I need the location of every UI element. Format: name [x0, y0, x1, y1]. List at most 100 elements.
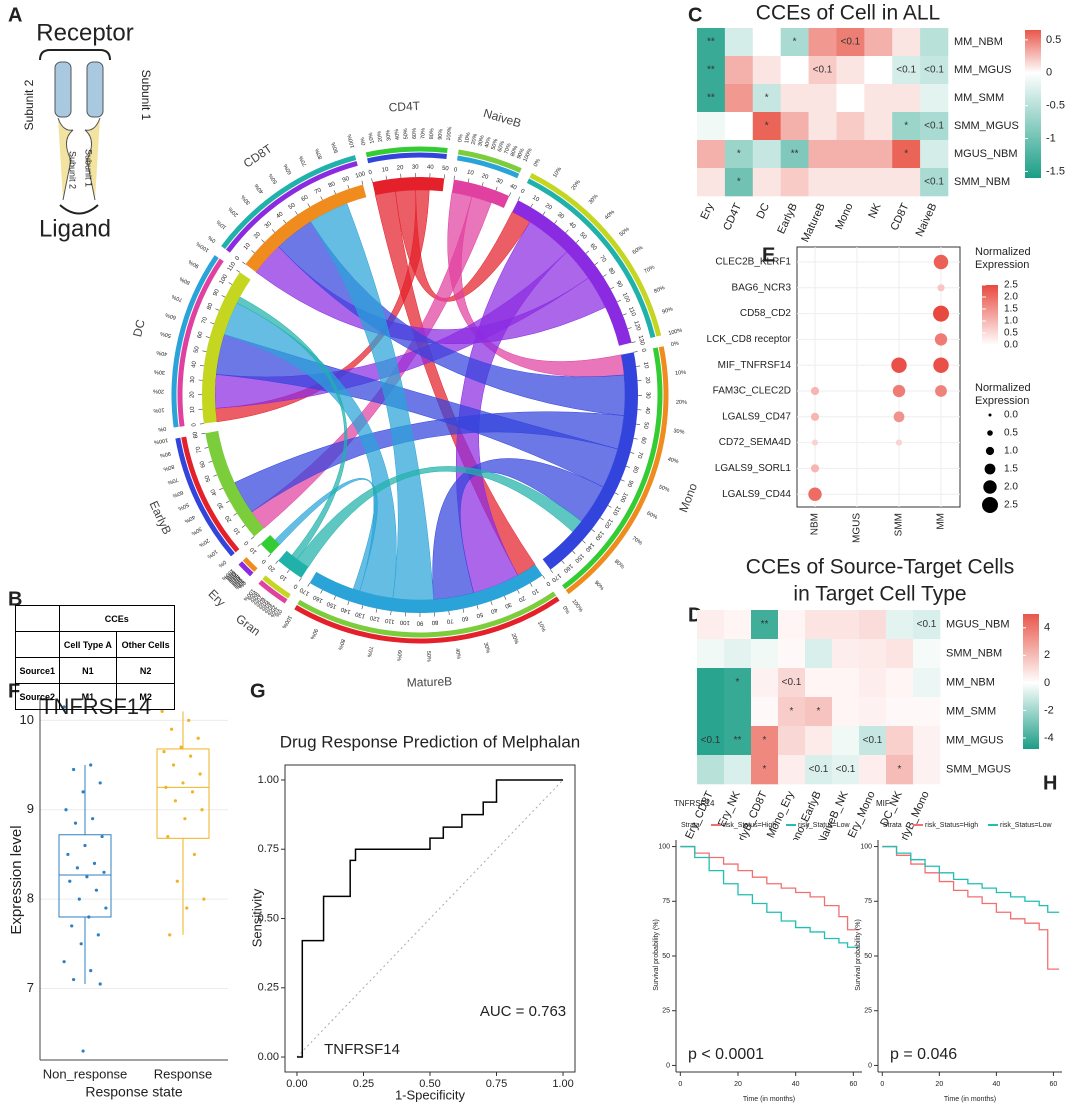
cell-annotation: *: [904, 121, 908, 132]
percent-label: 40%: [484, 136, 493, 148]
heat-cell: [920, 56, 949, 85]
axis-tick-label: 70: [598, 255, 607, 264]
sector-label: MatureB: [407, 674, 453, 689]
x-tick-label: 20: [935, 1081, 943, 1088]
heat-cell: [886, 668, 914, 698]
percent-label: 50%: [257, 598, 268, 610]
axis-tick: [453, 175, 455, 180]
heat-cell: [920, 28, 949, 57]
axis-tick-label: 0: [544, 580, 551, 587]
cell-annotation: *: [765, 121, 769, 132]
row-label: MGUS_NBM: [946, 618, 1010, 630]
axis-tick: [462, 608, 465, 613]
heat-cell: [697, 56, 726, 85]
cell-annotation: **: [707, 37, 715, 48]
size-key: [982, 497, 998, 513]
cell-annotation: <0.1: [813, 65, 833, 76]
heat-cell: [859, 697, 887, 727]
heat-cell: [808, 56, 837, 85]
cell-annotation: *: [737, 177, 741, 188]
dot: [935, 385, 947, 397]
heat-cell: [780, 28, 809, 57]
survival-curve: [680, 845, 860, 948]
axis-tick-label: 150: [573, 552, 585, 564]
colorbar-label: 1.0: [1004, 316, 1018, 327]
roc-curve: [296, 779, 564, 1058]
heat-cell: [697, 726, 725, 756]
axis-tick: [542, 575, 545, 579]
ribbon: [274, 478, 378, 592]
axis-tick: [219, 487, 224, 491]
axis-tick: [251, 250, 255, 254]
heat-cell: [913, 610, 941, 640]
axis-tick-label: 0: [293, 582, 300, 589]
stack-ring: [562, 347, 663, 590]
sector-label: DC: [130, 318, 148, 338]
x-axis-label: 1-Specificity: [395, 1087, 466, 1102]
axis-tick-label: 10: [531, 195, 540, 204]
axis-tick: [250, 536, 255, 540]
percent-label: 20%: [571, 179, 582, 192]
colorbar-label: -2: [1044, 704, 1054, 716]
percent-label: 100%: [570, 599, 583, 614]
axis-tick-label: 50: [642, 422, 649, 430]
axis-tick-label: 80: [631, 465, 639, 474]
percent-label: 60%: [283, 163, 294, 176]
axis-tick-label: 60: [199, 459, 207, 468]
sector: [309, 564, 543, 613]
axis-tick: [320, 589, 323, 594]
percent-label: 100%: [347, 133, 357, 148]
point: [83, 843, 87, 848]
axis-tick: [275, 560, 279, 564]
heat-cell: [913, 755, 941, 785]
point: [91, 817, 95, 821]
heat-cell: [836, 168, 865, 197]
col-label: CD8T: [889, 201, 912, 232]
axis-tick: [205, 336, 210, 338]
cell-annotation: <0.1: [917, 619, 937, 630]
axis-tick-label: 20: [644, 377, 650, 385]
axis-tick-label: 100: [219, 273, 230, 285]
heat-cell: [892, 112, 921, 141]
reference-line: [296, 779, 564, 1058]
cell-annotation: <0.1: [896, 65, 916, 76]
axis-tick-label: 60: [301, 194, 310, 203]
axis-tick-label: 100: [399, 619, 410, 626]
axis-tick-label: 0: [640, 348, 647, 353]
col-label: Mono: [833, 201, 856, 231]
stack-ring: [258, 579, 288, 604]
heat-cell: [724, 84, 754, 113]
axis-tick: [625, 465, 630, 468]
axis-tick-label: 100: [618, 491, 628, 503]
row-label: MM_NBM: [946, 676, 995, 688]
percent-label: 70%: [421, 128, 427, 139]
y-tick-label: 100: [860, 843, 872, 850]
axis-tick-label: 40: [427, 165, 435, 171]
heat-cell: [920, 112, 949, 141]
y-tick-label: 0: [868, 1062, 872, 1069]
axis-tick: [631, 341, 636, 343]
percent-label: 40%: [156, 349, 168, 357]
heat-cell: [697, 755, 725, 785]
percent-label: 90%: [159, 450, 171, 458]
size-label: 2.5: [1004, 500, 1018, 511]
point: [98, 982, 102, 986]
axis-tick: [215, 308, 220, 311]
sector-label: Gran: [233, 611, 263, 638]
heat-cell: [751, 668, 779, 698]
heat-cell: [920, 140, 949, 169]
y-tick-label: BAG6_NCR3: [732, 282, 792, 293]
row-label: SMM_MGUS: [946, 763, 1011, 775]
heat-cell: [780, 168, 809, 197]
point: [185, 906, 189, 910]
y-tick-label: LGALS9_SORL1: [715, 463, 792, 474]
point: [166, 834, 170, 839]
y-tick-label: CLEC2B_KLRF1: [715, 257, 791, 268]
heat-cell: [780, 112, 809, 141]
header-cell: CCEs: [58, 605, 176, 632]
stack-ring: [262, 575, 291, 599]
x-axis-label: Response state: [85, 1084, 182, 1100]
point: [102, 870, 106, 874]
percent-label: 30%: [477, 135, 485, 147]
sector: [372, 177, 445, 195]
